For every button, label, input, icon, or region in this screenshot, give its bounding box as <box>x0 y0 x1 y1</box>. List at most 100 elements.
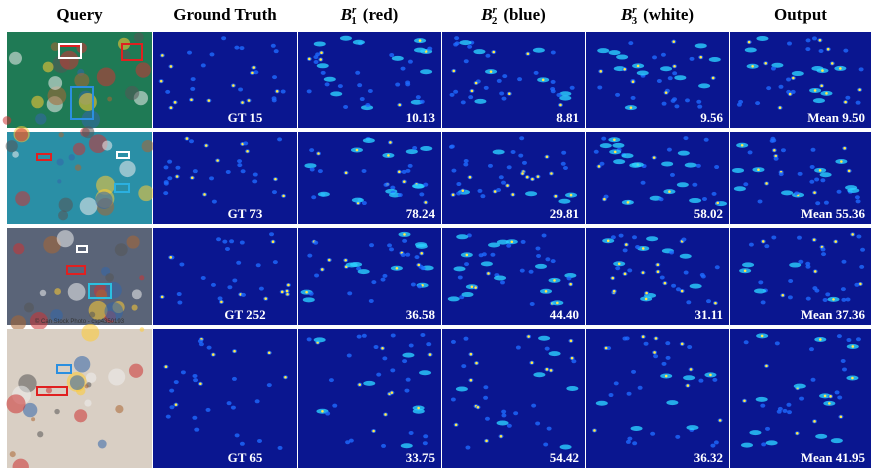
density-blob <box>860 247 866 252</box>
count-label: GT 15 <box>228 110 263 125</box>
query-texture <box>10 315 27 331</box>
density-blob <box>266 383 272 388</box>
density-blob <box>453 266 466 272</box>
query-texture <box>119 160 136 178</box>
density-blob <box>453 42 459 47</box>
density-peak <box>764 61 767 65</box>
density-blob <box>190 77 196 82</box>
density-blob <box>843 48 849 53</box>
density-peak <box>527 335 530 338</box>
density-peak <box>267 351 271 355</box>
density-blob <box>351 197 364 203</box>
density-peak <box>813 420 816 423</box>
density-blob <box>786 402 792 407</box>
query-texture <box>73 355 91 373</box>
density-peak <box>858 88 861 92</box>
density-blob <box>397 193 403 198</box>
density-blob <box>463 162 469 167</box>
density-blob <box>687 345 693 350</box>
density-blob <box>226 401 232 406</box>
density-blob <box>793 383 806 389</box>
density-blob <box>165 89 171 94</box>
density-blob <box>520 239 526 244</box>
density-blob <box>765 440 778 446</box>
header-text: Output <box>774 5 827 24</box>
density-blob <box>256 438 262 443</box>
density-peak <box>199 382 202 386</box>
density-blob <box>356 334 362 339</box>
density-peak <box>847 169 851 173</box>
density-peak <box>613 150 617 154</box>
query-texture <box>50 309 63 322</box>
density-blob <box>317 169 323 174</box>
header-sup: r <box>493 4 498 16</box>
density-blob <box>625 439 631 444</box>
density-blob <box>361 105 374 111</box>
density-peak <box>403 233 406 236</box>
density-peak <box>844 100 847 104</box>
count-label: 78.24 <box>406 206 436 221</box>
density-peak <box>631 80 635 84</box>
query-texture <box>135 62 151 78</box>
density-blob <box>211 199 217 204</box>
density-peak <box>384 413 387 416</box>
density-blob <box>780 148 786 153</box>
density-blob <box>566 386 579 392</box>
density-blob <box>840 287 846 292</box>
density-blob <box>566 276 572 281</box>
density-blob <box>630 425 643 431</box>
density-blob <box>309 148 315 153</box>
density-blob <box>535 246 541 251</box>
density-blob <box>222 239 228 244</box>
density-blob <box>311 195 317 200</box>
density-blob <box>616 54 629 60</box>
density-map <box>442 329 585 468</box>
density-peak <box>282 194 285 198</box>
density-blob <box>712 377 718 382</box>
density-peak <box>556 301 559 305</box>
density-blob <box>652 55 658 60</box>
density-blob <box>629 162 642 168</box>
column-header: Br 2 (blue) <box>480 4 546 27</box>
density-blob <box>569 85 575 90</box>
density-blob <box>571 359 577 364</box>
density-blob <box>236 260 242 265</box>
density-blob <box>789 262 802 268</box>
density-blob <box>323 76 336 82</box>
density-blob <box>454 36 460 41</box>
density-blob <box>698 83 711 89</box>
density-peak <box>489 70 493 73</box>
density-blob <box>356 266 362 271</box>
density-blob <box>612 142 625 148</box>
query-texture <box>74 72 90 88</box>
density-blob <box>405 80 411 85</box>
density-blob <box>541 233 547 238</box>
density-blob <box>163 165 169 170</box>
density-blob <box>630 95 636 100</box>
density-blob <box>240 292 246 297</box>
density-peak <box>689 368 693 371</box>
density-blob <box>352 39 365 45</box>
density-blob <box>683 375 696 381</box>
density-blob <box>221 36 227 41</box>
density-blob <box>830 438 843 444</box>
density-blob <box>672 71 678 76</box>
density-blob <box>380 277 386 282</box>
query-texture <box>139 327 145 332</box>
density-blob <box>771 62 784 68</box>
query-texture <box>35 113 47 125</box>
density-blob <box>841 259 847 264</box>
density-blob <box>714 165 720 170</box>
exemplar-box <box>56 364 72 374</box>
density-peak <box>287 283 290 287</box>
density-blob <box>271 96 277 101</box>
density-blob <box>674 75 687 81</box>
density-blob <box>234 45 240 50</box>
query-texture <box>133 32 144 43</box>
density-blob <box>771 138 777 143</box>
density-peak <box>506 184 509 187</box>
density-blob <box>656 78 662 83</box>
density-peak <box>285 289 289 293</box>
density-blob <box>677 150 690 156</box>
